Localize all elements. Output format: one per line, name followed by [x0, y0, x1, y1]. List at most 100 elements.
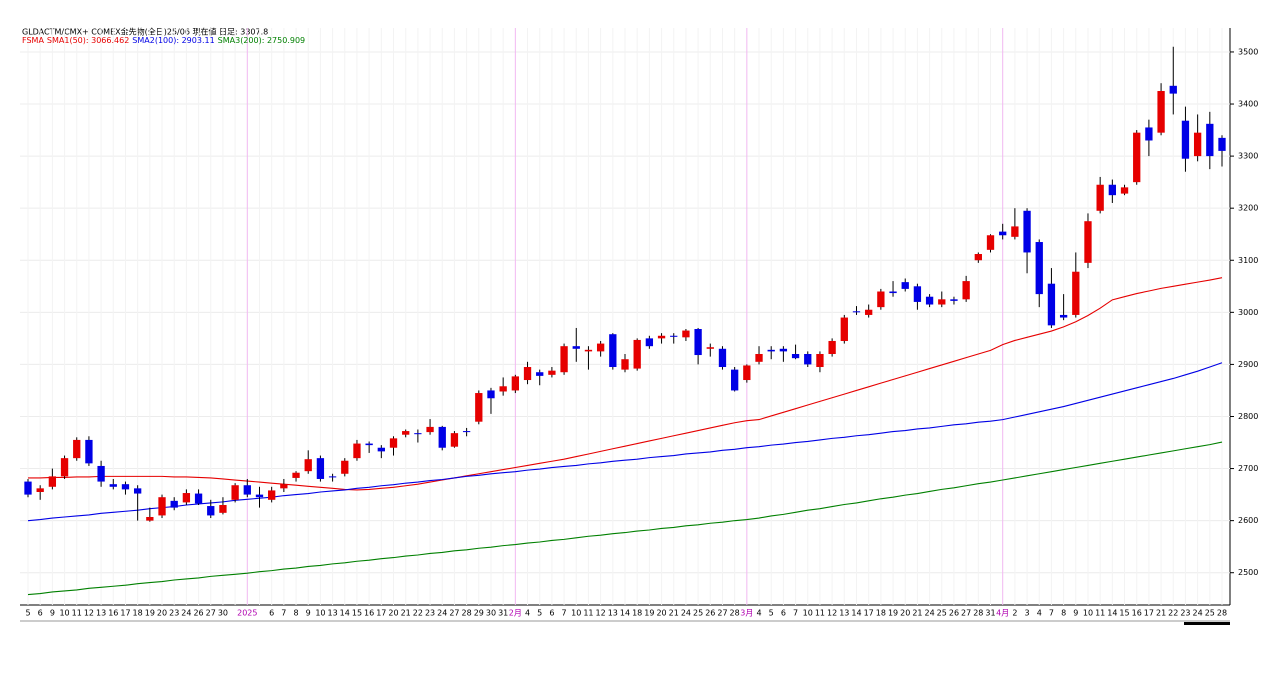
legend-entry: SMA2(100): 2903.11 — [132, 36, 214, 45]
candle-body — [1145, 127, 1153, 141]
x-tick-label: 28 — [973, 609, 983, 618]
x-tick-label: 25 — [1205, 609, 1215, 618]
candle-body — [158, 497, 166, 516]
candle-body — [280, 484, 288, 489]
x-tick-label: 17 — [864, 609, 874, 618]
x-tick-label: 13 — [839, 609, 849, 618]
scroll-thumb[interactable] — [1184, 622, 1230, 625]
x-tick-label: 8 — [293, 609, 298, 618]
x-tick-label: 6 — [781, 609, 786, 618]
candle-body — [962, 281, 970, 300]
x-tick-label: 13 — [327, 609, 337, 618]
x-tick-label: 8 — [1061, 609, 1066, 618]
x-tick-label: 16 — [364, 609, 374, 618]
x-tick-label: 24 — [437, 609, 447, 618]
x-tick-label: 11 — [815, 609, 825, 618]
chart-title: GLDACTM/CMX+ COMEX金先物(全日)25/06 現在値 日足: 3… — [22, 27, 268, 37]
sma-line — [27, 441, 1223, 596]
x-tick-label: 5 — [769, 609, 774, 618]
x-tick-label: 10 — [1083, 609, 1093, 618]
candle-body — [268, 490, 276, 500]
candle-body — [950, 299, 958, 301]
candle-body — [791, 353, 800, 359]
candle-body — [219, 505, 227, 513]
x-tick-label: 12 — [596, 609, 606, 618]
y-tick-label: 2600 — [1238, 516, 1258, 525]
x-tick-label: 18 — [876, 609, 886, 618]
x-tick-label: 16 — [1132, 609, 1142, 618]
x-tick-label: 2月 — [509, 609, 522, 618]
candle-body — [718, 348, 727, 368]
x-tick-label: 31 — [985, 609, 995, 618]
legend-entry: SMA3(200): 2750.909 — [218, 36, 305, 45]
x-tick-label: 15 — [352, 609, 362, 618]
x-tick-label: 16 — [108, 609, 118, 618]
x-tick-label: 14 — [851, 609, 861, 618]
candle-body — [353, 443, 361, 459]
x-tick-label: 14 — [340, 609, 350, 618]
candle-body — [414, 433, 422, 435]
candle-body — [389, 438, 398, 448]
candle-body — [24, 481, 32, 495]
candle-body — [328, 476, 337, 478]
candle-body — [462, 431, 471, 433]
x-tick-label: 17 — [120, 609, 130, 618]
x-tick-label: 18 — [133, 609, 143, 618]
x-tick-label: 28 — [1217, 609, 1227, 618]
candle-body — [1072, 271, 1080, 315]
candle-body — [1108, 184, 1117, 196]
x-tick-label: 24 — [181, 609, 191, 618]
candle-body — [1035, 242, 1043, 295]
x-tick-label: 21 — [401, 609, 411, 618]
x-tick-label: 24 — [924, 609, 934, 618]
candle-body — [475, 393, 483, 422]
x-tick-label: 28 — [730, 609, 740, 618]
candle-body — [852, 311, 861, 313]
candle-body — [511, 376, 520, 391]
candle-body — [536, 372, 544, 376]
legend: FSMA SMA1(50): 3066.462 SMA2(100): 2903.11… — [22, 36, 305, 45]
candle-body — [523, 367, 532, 381]
x-tick-label: 19 — [888, 609, 898, 618]
sma-line — [28, 277, 1223, 491]
x-tick-label: 26 — [193, 609, 203, 618]
x-tick-label: 29 — [474, 609, 484, 618]
candle-body — [779, 348, 788, 352]
candle-body — [840, 317, 848, 341]
x-tick-label: 4月 — [996, 609, 1009, 618]
candle-body — [85, 439, 93, 464]
candle-body — [1096, 184, 1104, 211]
x-tick-label: 10 — [315, 609, 325, 618]
x-tick-label: 6 — [38, 609, 43, 618]
candle-body — [938, 299, 946, 305]
x-tick-label: 14 — [1107, 609, 1117, 618]
candle-body — [255, 494, 264, 498]
x-tick-label: 23 — [425, 609, 435, 618]
x-tick-label: 19 — [145, 609, 155, 618]
candle-body — [706, 347, 714, 349]
x-tick-label: 12 — [827, 609, 837, 618]
y-tick-label: 2700 — [1238, 464, 1258, 473]
candle-body — [1047, 283, 1056, 326]
x-tick-label: 24 — [681, 609, 691, 618]
x-tick-label: 2025 — [237, 609, 257, 618]
candle-body — [1023, 210, 1031, 253]
candle-body — [36, 488, 44, 492]
x-tick-label: 7 — [793, 609, 798, 618]
x-tick-label: 28 — [462, 609, 472, 618]
y-tick-label: 2800 — [1238, 412, 1258, 421]
candle-body — [816, 353, 824, 368]
x-tick-label: 9 — [1073, 609, 1078, 618]
candle-body — [133, 488, 142, 494]
candle-body — [596, 343, 605, 352]
legend-title: FSMA — [22, 36, 44, 45]
candle-body — [1181, 120, 1190, 159]
x-tick-label: 11 — [583, 609, 593, 618]
x-tick-label: 10 — [803, 609, 813, 618]
candle-body — [621, 359, 629, 370]
x-tick-label: 27 — [449, 609, 459, 618]
candle-body — [402, 431, 410, 435]
y-tick-label: 3300 — [1238, 152, 1258, 161]
candle-body — [292, 472, 300, 478]
